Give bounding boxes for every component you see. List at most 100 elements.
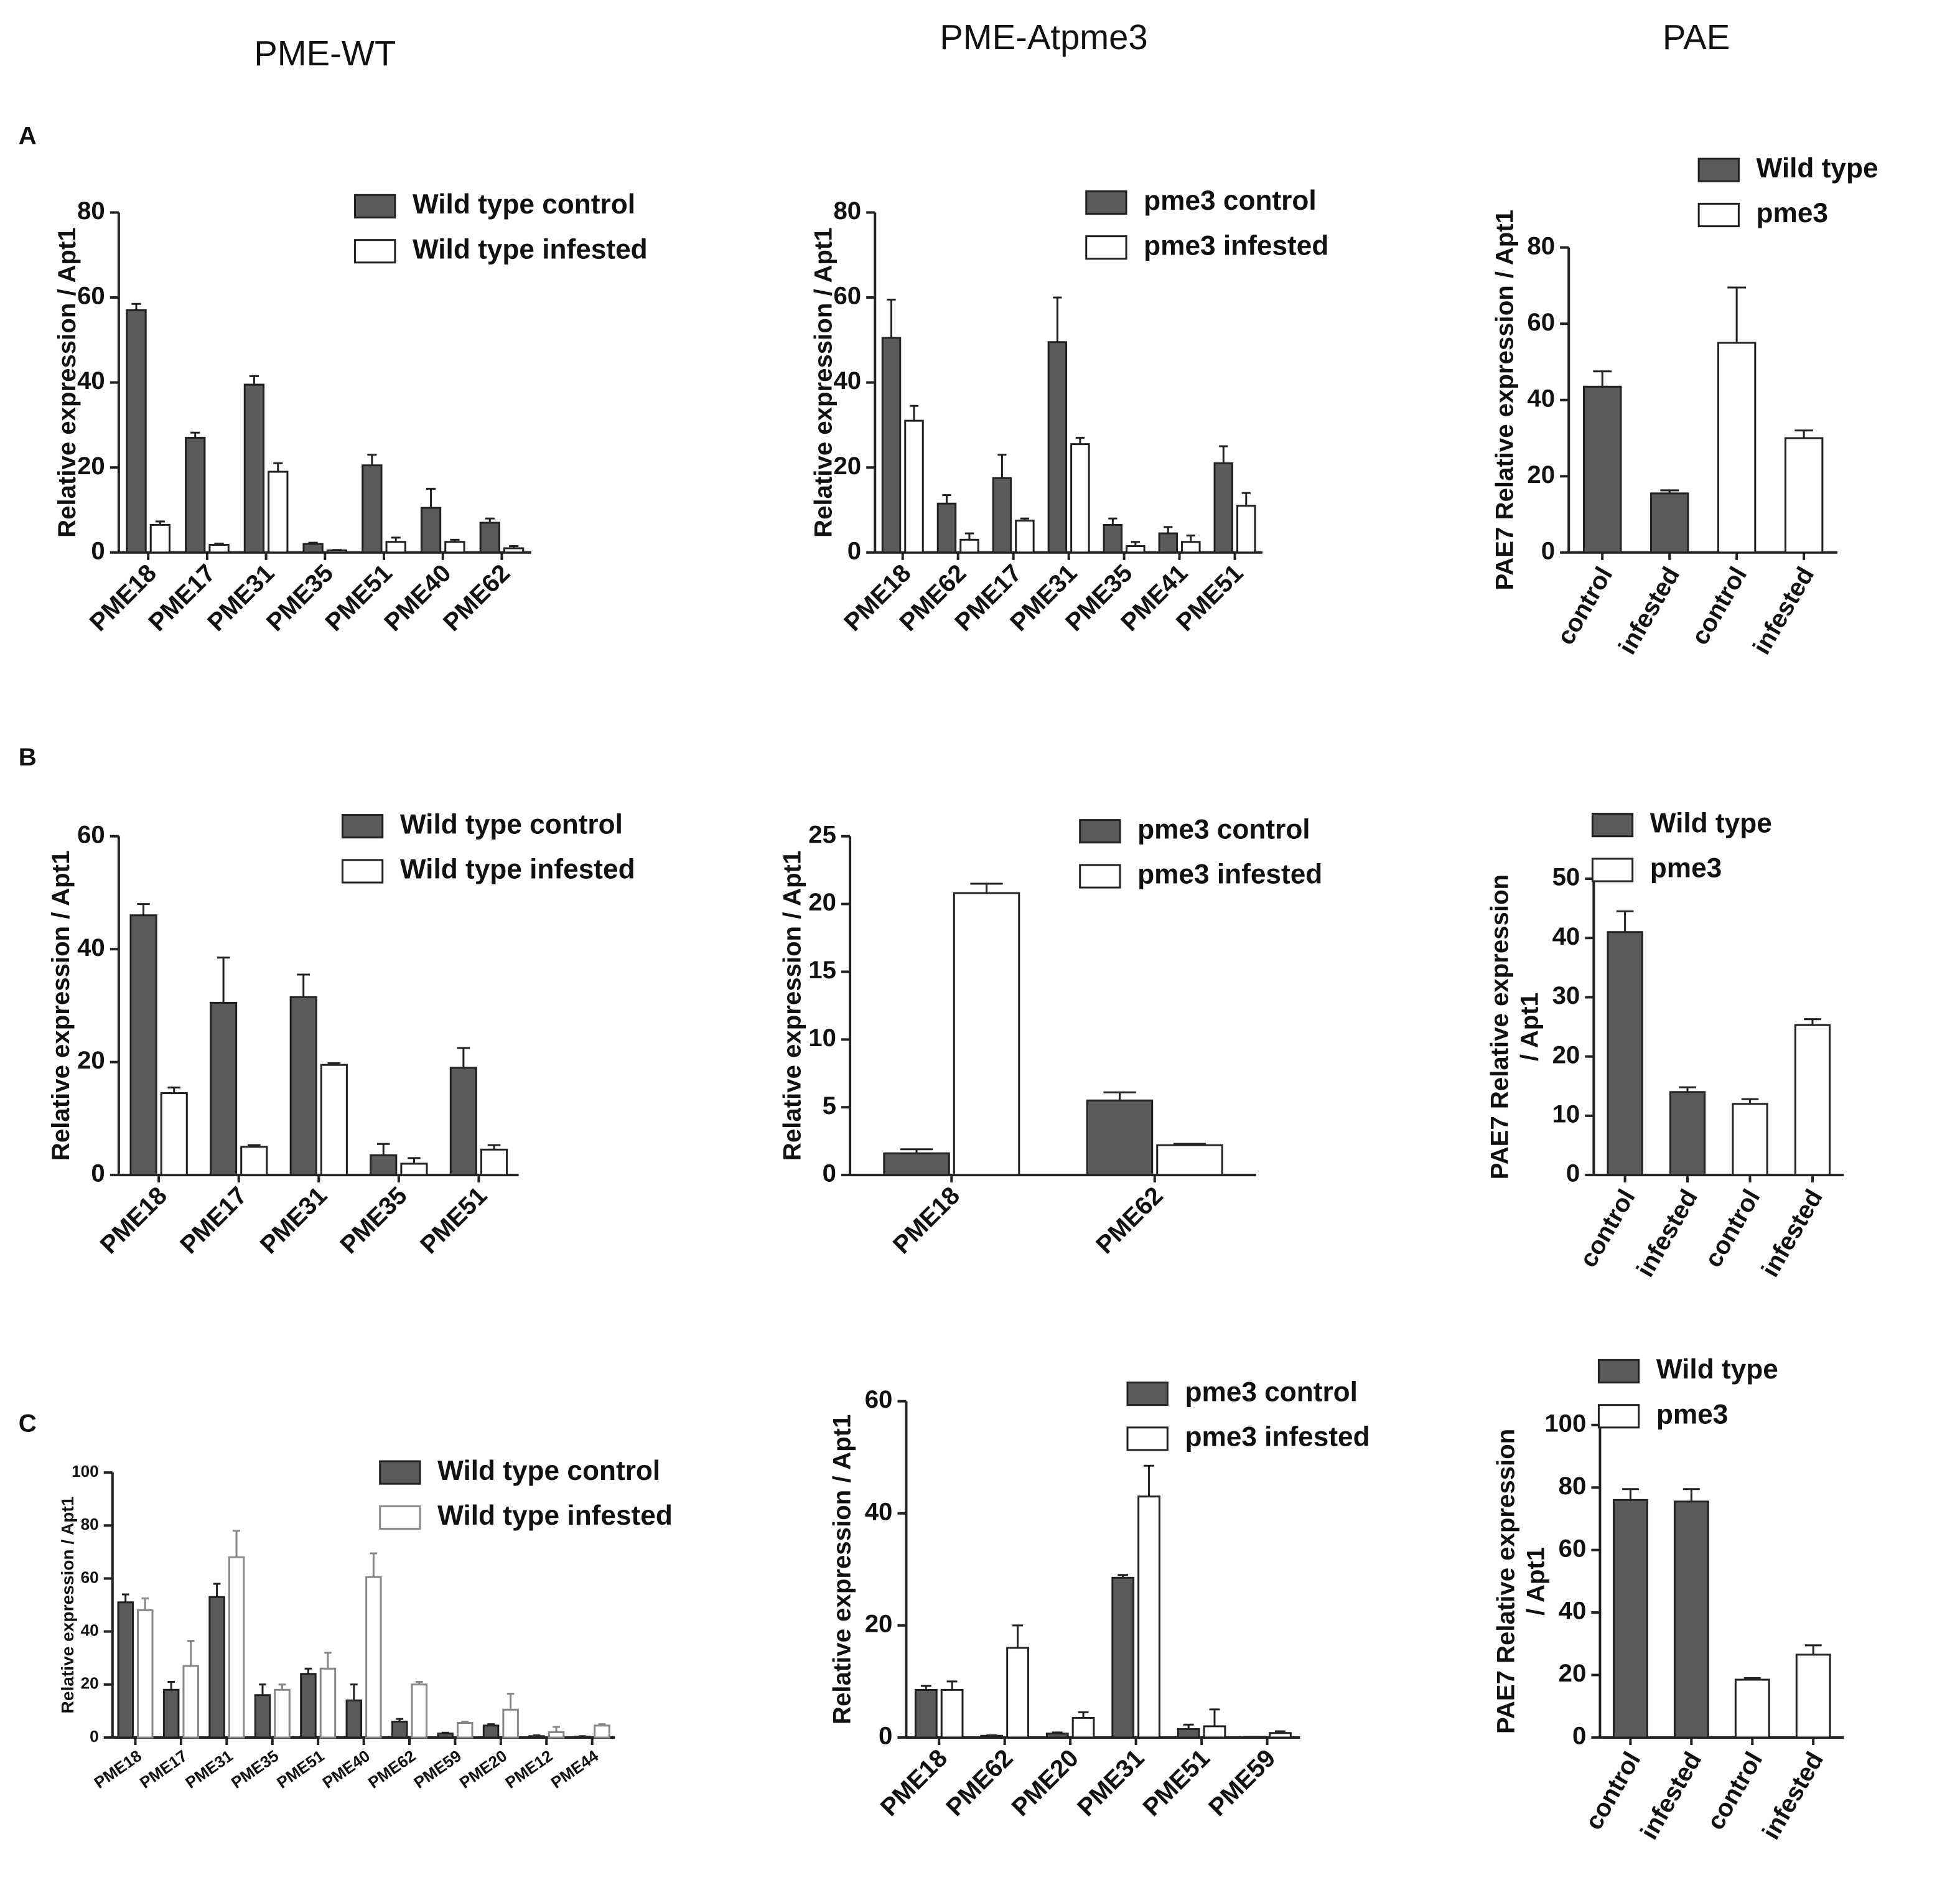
bar xyxy=(992,477,1012,554)
y-tick-label: 20 xyxy=(865,1609,893,1637)
error-bar xyxy=(509,545,519,548)
error-bar xyxy=(485,517,495,523)
bar xyxy=(1794,1024,1831,1176)
error-bar xyxy=(598,1723,606,1726)
error-bar xyxy=(1804,1644,1822,1655)
y-tick-label: 60 xyxy=(77,282,105,310)
bar xyxy=(411,1683,428,1739)
legend-label: pme3 control xyxy=(1137,814,1310,844)
error-bar xyxy=(278,1683,286,1690)
bar xyxy=(881,337,902,554)
bar xyxy=(953,892,1020,1176)
error-bar xyxy=(506,1693,515,1710)
legend-label: pme3 infested xyxy=(1137,859,1322,890)
error-bar xyxy=(131,302,141,311)
error-bar xyxy=(391,536,401,542)
error-bar xyxy=(187,1640,195,1666)
error-bar xyxy=(259,1683,266,1695)
bar xyxy=(1734,1678,1770,1739)
legend-label: Wild type xyxy=(1650,808,1772,838)
error-bar xyxy=(1053,296,1062,342)
y-tick-label: 30 xyxy=(1552,981,1580,1009)
y-tick-label: 0 xyxy=(1572,1722,1586,1750)
bar xyxy=(883,1152,950,1176)
bar xyxy=(1784,437,1824,554)
y-tick-label: 20 xyxy=(1552,1041,1580,1069)
error-bar xyxy=(233,1530,240,1558)
error-bar xyxy=(1794,429,1813,439)
legend-swatch xyxy=(1079,864,1121,889)
error-bar xyxy=(1108,517,1118,525)
error-bar xyxy=(248,1144,261,1147)
legend-label: pme3 xyxy=(1757,198,1828,228)
error-bar xyxy=(487,1144,501,1150)
bar xyxy=(1126,545,1146,554)
bar xyxy=(480,1148,508,1176)
bar xyxy=(1006,1647,1029,1739)
column-title: PAE xyxy=(1663,17,1730,57)
bar xyxy=(243,383,265,554)
legend-label: pme3 control xyxy=(1144,185,1316,216)
bar xyxy=(1269,1732,1292,1739)
bar xyxy=(503,547,525,554)
legend-swatch xyxy=(1085,190,1127,215)
row-label: B xyxy=(19,743,37,771)
bar xyxy=(479,522,500,554)
y-tick-label: 0 xyxy=(847,536,861,564)
error-bar xyxy=(942,494,951,504)
error-bar xyxy=(273,462,283,472)
error-bar xyxy=(1164,526,1173,534)
error-bar xyxy=(1020,517,1030,521)
legend-label: Wild type control xyxy=(400,809,623,840)
error-bar xyxy=(1622,1488,1639,1500)
bar xyxy=(528,1735,545,1739)
y-tick-label: 80 xyxy=(1527,232,1555,260)
bar xyxy=(1137,1495,1160,1739)
legend-swatch xyxy=(379,1460,421,1485)
y-tick-label: 0 xyxy=(91,1159,105,1187)
error-bar xyxy=(1660,489,1679,494)
legend-swatch xyxy=(1697,157,1740,182)
y-tick-label: 20 xyxy=(1559,1659,1587,1687)
legend-swatch xyxy=(379,1505,421,1530)
bar xyxy=(1612,1499,1648,1739)
bar xyxy=(482,1724,500,1739)
error-bar xyxy=(1103,1091,1136,1101)
y-tick-label: 40 xyxy=(1552,922,1580,950)
y-tick-label: 80 xyxy=(77,197,105,225)
bar xyxy=(1045,1733,1069,1739)
y-axis-label: PAE7 Relative expression / Apt1 xyxy=(1490,210,1518,590)
bar xyxy=(1213,462,1234,554)
bar xyxy=(1015,520,1035,554)
bar xyxy=(345,1699,363,1739)
bar xyxy=(391,1720,408,1739)
y-tick-label: 0 xyxy=(1566,1159,1580,1187)
error-bar xyxy=(141,1597,149,1611)
bar xyxy=(302,543,324,554)
y-tick-label: 20 xyxy=(808,888,836,916)
y-tick-label: 0 xyxy=(1541,536,1555,564)
bar xyxy=(160,1092,188,1176)
bar xyxy=(185,436,206,554)
error-bar xyxy=(121,1593,129,1602)
legend-label: Wild type control xyxy=(413,189,635,220)
y-tick-label: 20 xyxy=(833,452,861,480)
y-tick-label: 20 xyxy=(81,1674,99,1693)
bar xyxy=(1181,541,1201,554)
bar xyxy=(1070,443,1090,554)
y-tick-label: 40 xyxy=(865,1497,893,1525)
legend-label: pme3 infested xyxy=(1144,230,1328,261)
error-bar xyxy=(376,1143,390,1156)
error-bar xyxy=(986,1734,997,1736)
bar xyxy=(420,507,442,554)
bar xyxy=(289,996,317,1176)
y-tick-label: 80 xyxy=(833,197,861,225)
error-bar xyxy=(1741,1098,1759,1104)
error-bar xyxy=(997,454,1007,479)
y-tick-label: 0 xyxy=(90,1727,99,1746)
error-bar xyxy=(249,375,259,385)
legend-swatch xyxy=(1697,202,1740,228)
y-tick-label: 20 xyxy=(1527,461,1555,489)
y-axis-label: Relative expression / Apt1 xyxy=(53,227,81,537)
legend-label: Wild type infested xyxy=(437,1500,673,1531)
